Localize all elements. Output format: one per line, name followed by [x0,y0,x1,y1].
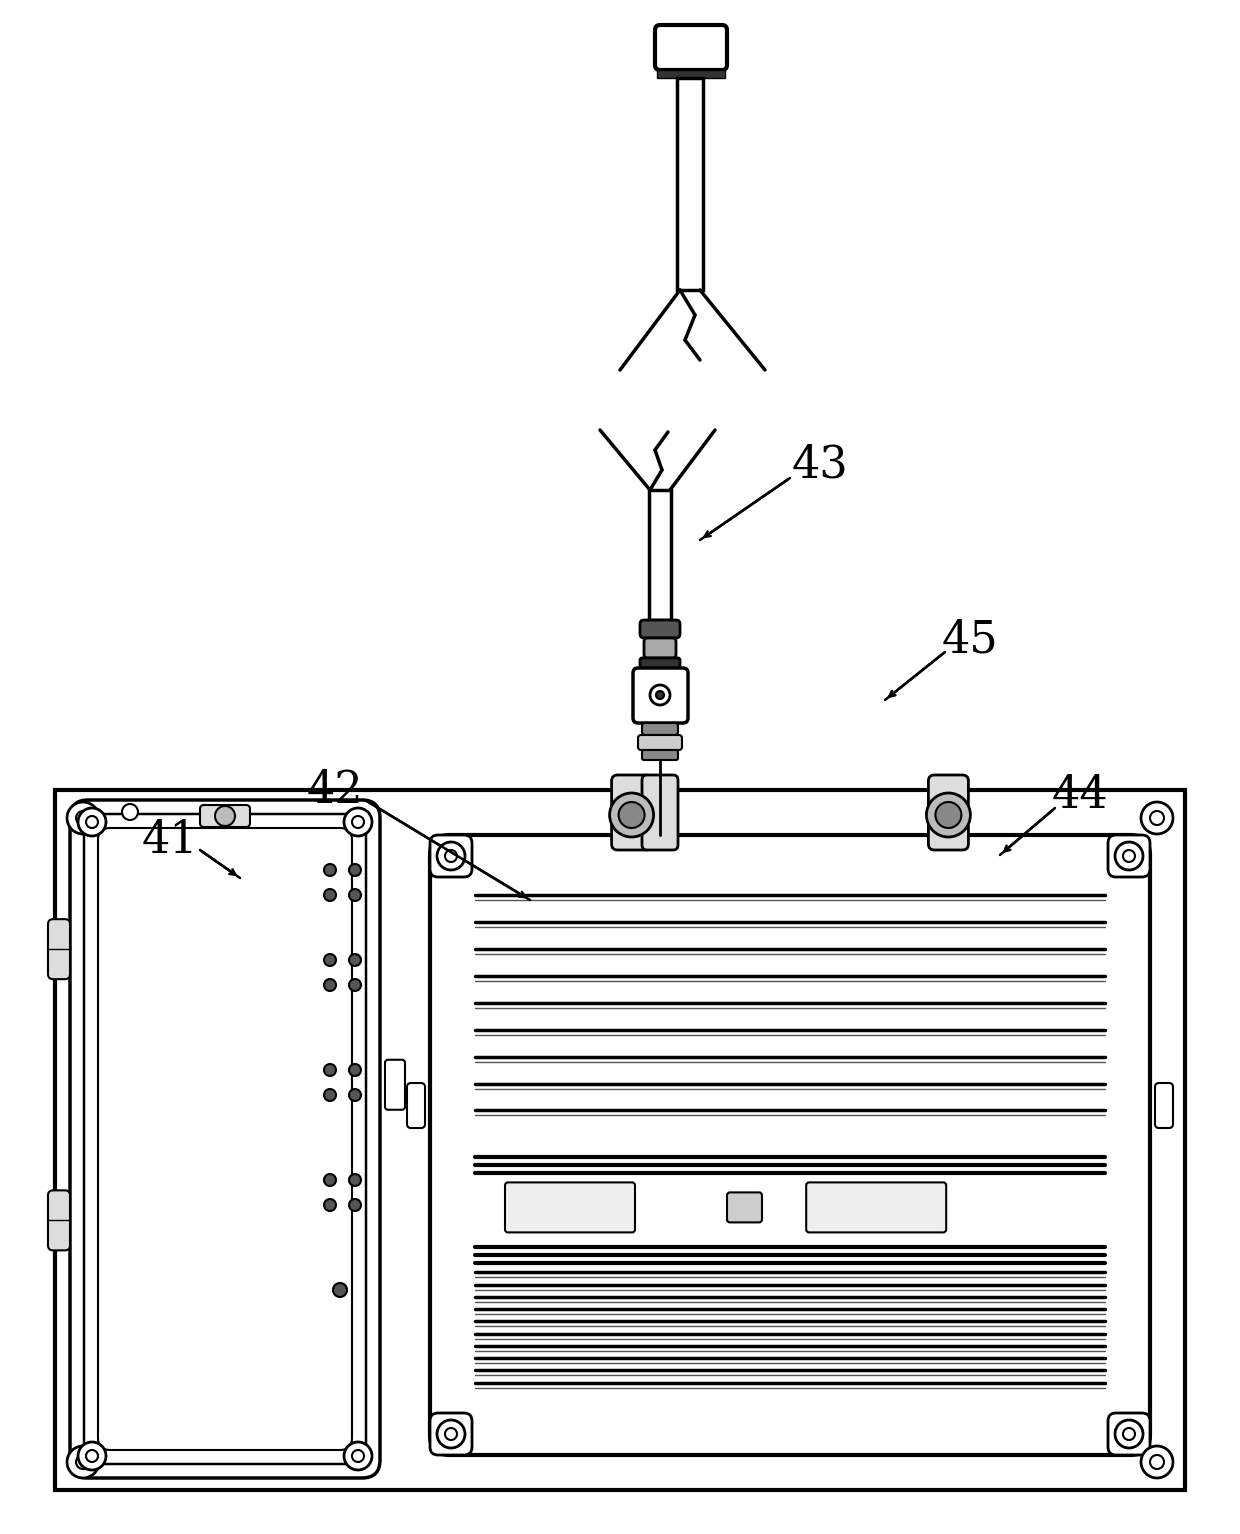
Circle shape [348,954,361,966]
Circle shape [324,864,336,876]
Circle shape [436,842,465,870]
FancyBboxPatch shape [642,775,678,850]
Circle shape [352,1450,365,1462]
FancyBboxPatch shape [655,25,727,71]
Bar [677,78,703,290]
Circle shape [610,793,653,838]
Circle shape [78,1442,105,1470]
Text: 44: 44 [1052,773,1109,816]
FancyBboxPatch shape [48,919,69,979]
Circle shape [1115,842,1143,870]
FancyBboxPatch shape [505,1183,635,1232]
Circle shape [1149,811,1164,825]
Circle shape [1149,1456,1164,1470]
FancyBboxPatch shape [642,723,678,735]
FancyBboxPatch shape [642,750,678,759]
Circle shape [76,811,91,825]
Text: 43: 43 [791,443,848,486]
Circle shape [76,1456,91,1470]
Circle shape [445,850,458,862]
Circle shape [650,686,670,706]
Circle shape [656,690,663,700]
Circle shape [1123,1428,1135,1440]
Circle shape [348,1174,361,1186]
Circle shape [343,1442,372,1470]
FancyBboxPatch shape [632,667,688,723]
Circle shape [935,802,961,828]
FancyBboxPatch shape [1154,1083,1173,1127]
Circle shape [343,808,372,836]
Circle shape [619,802,645,828]
Circle shape [67,802,99,834]
FancyBboxPatch shape [430,834,472,877]
Circle shape [1141,1447,1173,1477]
FancyBboxPatch shape [640,658,680,667]
Circle shape [86,816,98,828]
FancyBboxPatch shape [806,1183,946,1232]
FancyBboxPatch shape [727,1192,763,1223]
Bar [55,790,1185,1490]
Circle shape [215,805,236,825]
FancyBboxPatch shape [611,775,651,850]
Circle shape [324,954,336,966]
Circle shape [67,1447,99,1477]
Bar [649,489,671,620]
FancyBboxPatch shape [69,801,379,1477]
Circle shape [348,1200,361,1210]
FancyBboxPatch shape [1109,834,1149,877]
Text: 45: 45 [941,618,998,661]
Circle shape [122,804,138,821]
Circle shape [1115,1420,1143,1448]
FancyBboxPatch shape [48,1190,69,1250]
Circle shape [348,1089,361,1101]
Circle shape [926,793,971,838]
Text: 42: 42 [306,769,363,811]
FancyBboxPatch shape [430,1413,472,1456]
Circle shape [352,816,365,828]
FancyBboxPatch shape [407,1083,425,1127]
Circle shape [324,979,336,991]
Circle shape [78,808,105,836]
Circle shape [324,890,336,900]
Circle shape [348,1065,361,1075]
FancyBboxPatch shape [639,735,682,750]
Circle shape [324,1089,336,1101]
FancyBboxPatch shape [1109,1413,1149,1456]
Circle shape [348,864,361,876]
Circle shape [348,979,361,991]
FancyBboxPatch shape [430,834,1149,1456]
Circle shape [348,890,361,900]
Bar [657,71,725,78]
FancyBboxPatch shape [929,775,968,850]
FancyBboxPatch shape [644,638,676,658]
Circle shape [86,1450,98,1462]
Circle shape [334,1282,347,1298]
FancyBboxPatch shape [640,620,680,638]
Text: 41: 41 [141,819,198,862]
FancyBboxPatch shape [84,815,366,1463]
FancyBboxPatch shape [200,805,250,827]
FancyBboxPatch shape [384,1060,405,1109]
Circle shape [324,1174,336,1186]
Circle shape [436,1420,465,1448]
Circle shape [1123,850,1135,862]
Circle shape [324,1065,336,1075]
Circle shape [1141,802,1173,834]
Circle shape [324,1200,336,1210]
FancyBboxPatch shape [98,828,352,1450]
Circle shape [445,1428,458,1440]
